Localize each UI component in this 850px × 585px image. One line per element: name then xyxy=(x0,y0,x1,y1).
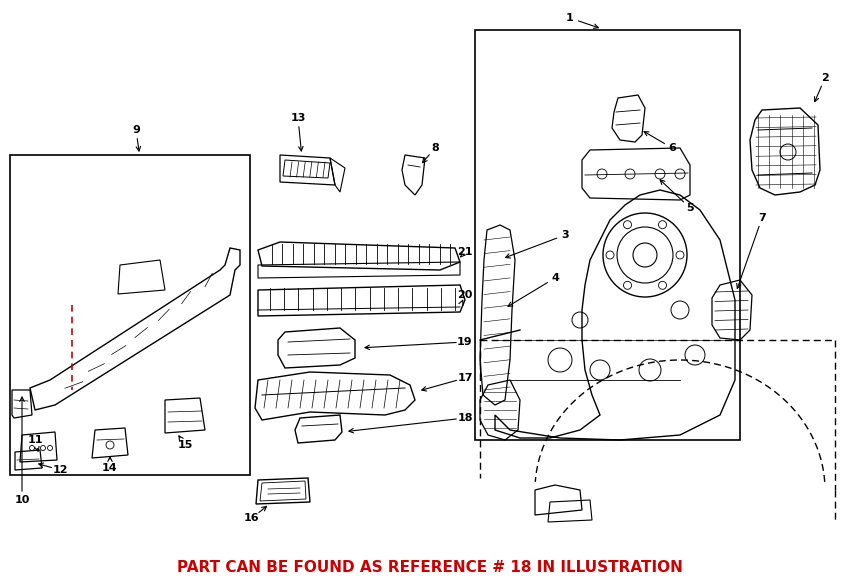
Text: 3: 3 xyxy=(561,230,569,240)
Text: 4: 4 xyxy=(551,273,559,283)
Text: 6: 6 xyxy=(668,143,676,153)
Text: 5: 5 xyxy=(686,203,694,213)
Text: 2: 2 xyxy=(821,73,829,83)
Text: 14: 14 xyxy=(102,463,118,473)
Text: PART CAN BE FOUND AS REFERENCE # 18 IN ILLUSTRATION: PART CAN BE FOUND AS REFERENCE # 18 IN I… xyxy=(177,560,683,576)
Bar xyxy=(475,30,740,440)
Text: 9: 9 xyxy=(132,125,140,135)
Text: 17: 17 xyxy=(457,373,473,383)
Text: 8: 8 xyxy=(431,143,439,153)
Text: 10: 10 xyxy=(14,495,30,505)
Text: 18: 18 xyxy=(457,413,473,423)
Bar xyxy=(10,155,250,475)
Text: 16: 16 xyxy=(244,513,260,523)
Text: 15: 15 xyxy=(178,440,193,450)
Text: 19: 19 xyxy=(457,337,473,347)
Text: 13: 13 xyxy=(291,113,306,123)
Text: 11: 11 xyxy=(27,435,42,445)
Text: 20: 20 xyxy=(457,290,473,300)
Text: 1: 1 xyxy=(566,13,574,23)
Text: 21: 21 xyxy=(457,247,473,257)
Text: 12: 12 xyxy=(52,465,68,475)
Text: 7: 7 xyxy=(758,213,766,223)
